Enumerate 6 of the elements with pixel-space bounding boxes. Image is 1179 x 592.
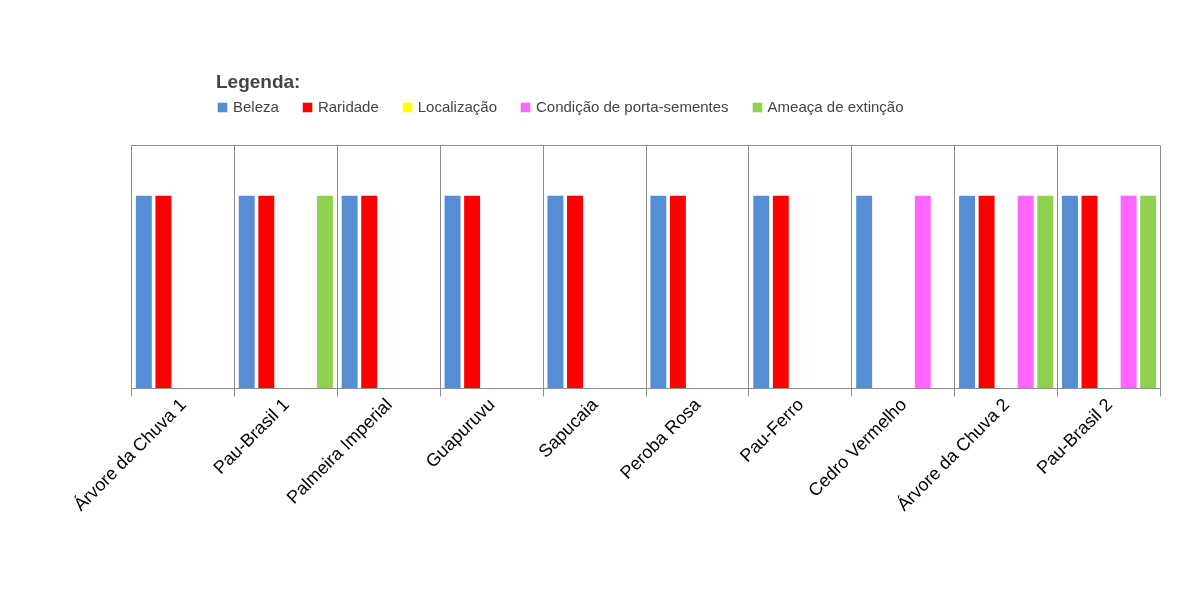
legend-label: Beleza [233, 98, 279, 115]
legend-title: Legenda: [216, 71, 302, 93]
legend-label: Ameaça de extinção [767, 98, 904, 115]
legend-label: Condição de porta-sementes [535, 98, 729, 115]
legend-label: Localização [417, 98, 497, 115]
legend-label: Raridade [317, 98, 379, 115]
